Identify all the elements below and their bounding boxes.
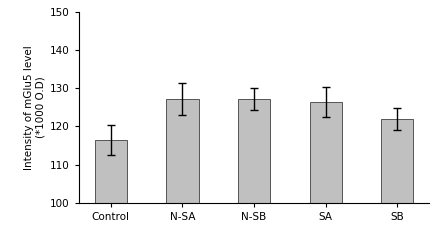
Y-axis label: Intensity of mGlu5 level
(*1000 O.D): Intensity of mGlu5 level (*1000 O.D): [24, 45, 46, 170]
Bar: [95, 140, 127, 247]
Bar: [381, 119, 413, 247]
Bar: [238, 99, 270, 247]
Bar: [310, 102, 342, 247]
Bar: [166, 99, 198, 247]
